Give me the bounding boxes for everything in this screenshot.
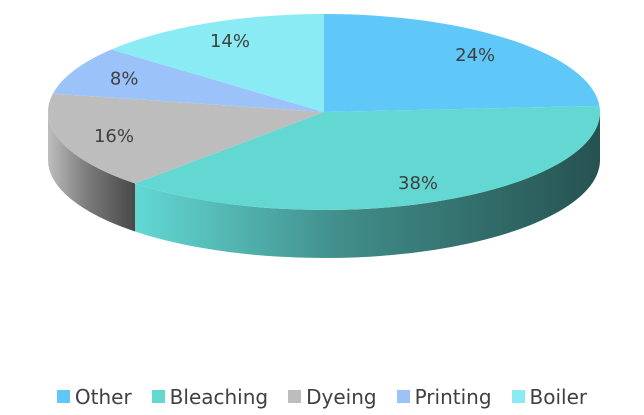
legend-label-boiler: Boiler [529, 384, 588, 409]
legend-item-dyeing: Dyeing [288, 384, 377, 409]
legend: Other Bleaching Dyeing Printing Boiler [0, 378, 644, 415]
legend-swatch-bleaching [151, 390, 165, 403]
data-label-printing: 8% [110, 69, 139, 90]
legend-label-dyeing: Dyeing [306, 384, 377, 409]
legend-label-bleaching: Bleaching [169, 384, 269, 409]
legend-swatch-dyeing [288, 390, 302, 403]
legend-item-bleaching: Bleaching [151, 384, 269, 409]
legend-item-other: Other [56, 384, 132, 409]
legend-swatch-printing [396, 390, 410, 403]
slice-dyeing [48, 93, 325, 184]
slice-bleaching [135, 105, 600, 211]
legend-swatch-other [56, 390, 70, 403]
slice-printing [52, 49, 324, 112]
slice-boiler [111, 14, 324, 112]
data-label-dyeing: 16% [94, 126, 134, 147]
legend-swatch-boiler [511, 390, 525, 403]
data-label-bleaching: 38% [398, 173, 438, 194]
legend-item-boiler: Boiler [511, 384, 588, 409]
legend-label-printing: Printing [414, 384, 492, 409]
legend-label-other: Other [74, 384, 132, 409]
legend-item-printing: Printing [396, 384, 492, 409]
slice-other [324, 14, 600, 112]
side-bleaching-shade [135, 112, 600, 258]
data-label-other: 24% [455, 45, 495, 66]
data-label-boiler: 14% [210, 31, 250, 52]
pie-chart: 24% 38% 16% 8% 14% [48, 14, 600, 258]
side-dyeing-shade [48, 112, 136, 232]
